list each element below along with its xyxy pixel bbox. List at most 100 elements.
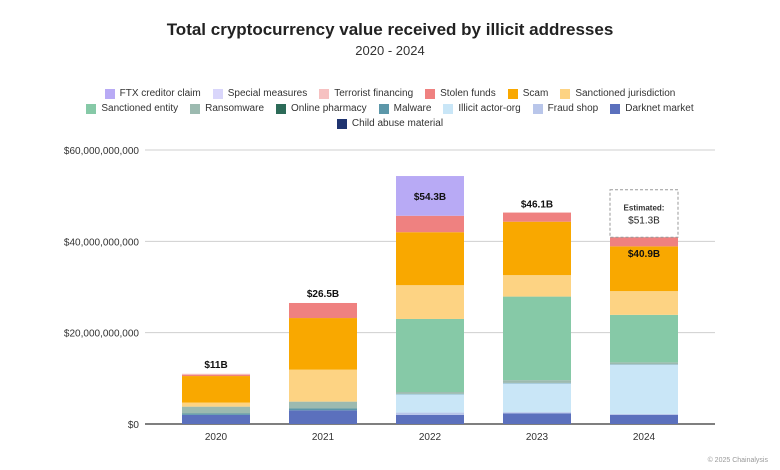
legend-item: FTX creditor claim <box>104 86 201 101</box>
bar-segment <box>610 414 678 424</box>
bar-segment <box>182 414 250 424</box>
estimate-label: Estimated: <box>624 204 665 213</box>
bar-segment <box>503 275 571 297</box>
legend-item: Ransomware <box>190 101 264 116</box>
bar-segment <box>289 401 357 409</box>
bar-segment <box>503 296 571 381</box>
legend-item: Scam <box>507 86 549 101</box>
bar-segment <box>289 408 357 411</box>
total-label: $40.9B <box>628 249 660 260</box>
legend-label: Fraud shop <box>547 103 599 114</box>
bar-segment <box>503 383 571 413</box>
x-tick-label: 2023 <box>526 432 549 443</box>
legend-row: Child abuse material <box>0 116 780 131</box>
legend-item: Sanctioned jurisdiction <box>560 86 675 101</box>
legend-label: Sanctioned entity <box>101 103 179 114</box>
legend-row: Sanctioned entity Ransomware Online pharma… <box>0 101 780 116</box>
bar-segment <box>610 364 678 414</box>
legend-swatch <box>336 118 347 129</box>
bar-segment <box>610 291 678 315</box>
legend-swatch <box>319 88 330 99</box>
bar-segment <box>503 221 571 276</box>
y-tick-label: $60,000,000,000 <box>64 146 140 157</box>
bar-segment <box>396 392 464 394</box>
total-label: $11B <box>204 360 227 371</box>
bar-segment <box>182 402 250 407</box>
y-tick-label: $20,000,000,000 <box>64 329 140 340</box>
bar-segment <box>182 376 250 403</box>
bar-segment <box>396 318 464 393</box>
x-tick-label: 2021 <box>312 432 335 443</box>
legend-swatch <box>560 88 571 99</box>
legend-row: FTX creditor claim Special measures Terror… <box>0 86 780 101</box>
legend-label: Terrorist financing <box>334 88 414 99</box>
bar-segment <box>182 374 250 377</box>
bar-segment <box>610 246 678 292</box>
bar-segment <box>610 413 678 415</box>
legend-label: Online pharmacy <box>291 103 367 114</box>
bar-segment <box>396 394 464 413</box>
x-tick-label: 2024 <box>633 432 656 443</box>
bar-segment <box>182 406 250 414</box>
bar-segment <box>610 362 678 365</box>
estimate-box <box>609 189 679 238</box>
legend-swatch <box>276 103 287 114</box>
legend-label: Sanctioned jurisdiction <box>575 88 676 99</box>
bar-segment <box>610 314 678 363</box>
bar-segment <box>503 412 571 414</box>
legend-item: Illicit actor-org <box>443 101 521 116</box>
legend-label: Illicit actor-org <box>458 103 521 114</box>
legend-item: Terrorist financing <box>319 86 413 101</box>
legend-item: Stolen funds <box>425 86 496 101</box>
legend-swatch <box>378 103 389 114</box>
legend-label: Ransomware <box>205 103 265 114</box>
bar-segment <box>503 413 571 424</box>
bar-segment <box>289 302 357 319</box>
chart-legend: FTX creditor claim Special measures Terror… <box>0 86 780 131</box>
legend-label: Child abuse material <box>351 118 444 129</box>
bar-segment <box>503 380 571 383</box>
total-label: $54.3B <box>414 192 446 203</box>
total-label: $26.5B <box>307 289 339 300</box>
legend-label: Scam <box>522 88 549 99</box>
legend-item: Darknet market <box>610 101 694 116</box>
bar-segment <box>503 212 571 222</box>
legend-swatch <box>104 88 115 99</box>
bar-segment <box>182 373 250 375</box>
bar-segment <box>396 414 464 424</box>
legend-item: Sanctioned entity <box>86 101 178 116</box>
bar-segment <box>396 412 464 415</box>
legend-item: Special measures <box>212 86 308 101</box>
chart-subtitle: 2020 - 2024 <box>355 43 425 58</box>
legend-swatch <box>86 103 97 114</box>
x-tick-label: 2020 <box>205 432 228 443</box>
legend-label: FTX creditor claim <box>119 88 201 99</box>
legend-swatch <box>425 88 436 99</box>
total-label: $46.1B <box>521 199 553 210</box>
legend-swatch <box>610 103 621 114</box>
y-tick-label: $40,000,000,000 <box>64 237 140 248</box>
legend-label: Special measures <box>227 88 308 99</box>
bar-segment <box>182 413 250 415</box>
bar-segment <box>396 215 464 233</box>
legend-label: Malware <box>393 103 432 114</box>
legend-item: Child abuse material <box>336 116 444 131</box>
bar-segment <box>396 232 464 286</box>
bar-segment <box>289 318 357 370</box>
bar-segment <box>610 237 678 247</box>
legend-swatch <box>443 103 454 114</box>
bar-segment <box>289 410 357 424</box>
legend-swatch <box>507 88 518 99</box>
chart-title: Total cryptocurrency value received by i… <box>166 20 614 39</box>
y-tick-label: $0 <box>128 420 140 431</box>
legend-label: Stolen funds <box>440 88 496 99</box>
legend-swatch <box>532 103 543 114</box>
copyright-text: © 2025 Chainalysis <box>707 457 768 464</box>
legend-item: Fraud shop <box>532 101 599 116</box>
legend-swatch <box>212 88 223 99</box>
legend-label: Darknet market <box>625 103 694 114</box>
legend-item: Online pharmacy <box>276 101 367 116</box>
x-tick-label: 2022 <box>419 432 442 443</box>
bar-segment <box>396 285 464 319</box>
